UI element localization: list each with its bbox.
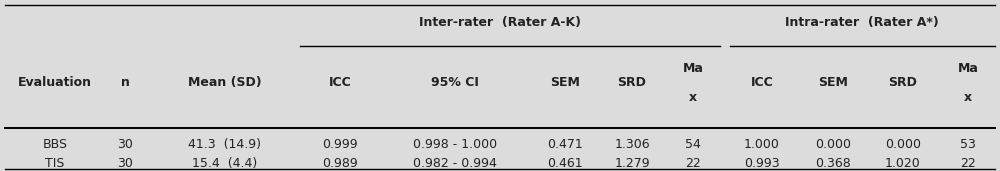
Text: 0.471: 0.471 [547, 138, 583, 151]
Text: SRD: SRD [618, 76, 646, 89]
Text: 30: 30 [117, 157, 133, 170]
Text: 15.4  (4.4): 15.4 (4.4) [192, 157, 258, 170]
Text: 0.368: 0.368 [815, 157, 851, 170]
Text: 95% CI: 95% CI [431, 76, 479, 89]
Text: Evaluation: Evaluation [18, 76, 92, 89]
Text: n: n [121, 76, 129, 89]
Text: 22: 22 [685, 157, 701, 170]
Text: SRD: SRD [889, 76, 917, 89]
Text: 0.998 - 1.000: 0.998 - 1.000 [413, 138, 497, 151]
Text: 1.306: 1.306 [614, 138, 650, 151]
Text: 22: 22 [960, 157, 976, 170]
Text: 53: 53 [960, 138, 976, 151]
Text: 1.020: 1.020 [885, 157, 921, 170]
Text: 0.000: 0.000 [815, 138, 851, 151]
Text: SEM: SEM [550, 76, 580, 89]
Text: ICC: ICC [751, 76, 773, 89]
Text: 0.989: 0.989 [322, 157, 358, 170]
Text: 0.000: 0.000 [885, 138, 921, 151]
Text: 0.993: 0.993 [744, 157, 780, 170]
Text: 0.461: 0.461 [547, 157, 583, 170]
Text: SEM: SEM [818, 76, 848, 89]
Text: Inter-rater  (Rater A-K): Inter-rater (Rater A-K) [419, 16, 581, 29]
Text: BBS: BBS [42, 138, 68, 151]
Text: 1.000: 1.000 [744, 138, 780, 151]
Text: x: x [689, 91, 697, 104]
Text: x: x [964, 91, 972, 104]
Text: TIS: TIS [45, 157, 65, 170]
Text: Intra-rater  (Rater A*): Intra-rater (Rater A*) [785, 16, 939, 29]
Text: 0.999: 0.999 [322, 138, 358, 151]
Text: 1.279: 1.279 [614, 157, 650, 170]
Text: 0.982 - 0.994: 0.982 - 0.994 [413, 157, 497, 170]
Text: Ma: Ma [683, 62, 703, 75]
Text: Ma: Ma [958, 62, 978, 75]
Text: ICC: ICC [329, 76, 351, 89]
Text: 30: 30 [117, 138, 133, 151]
Text: 41.3  (14.9): 41.3 (14.9) [188, 138, 262, 151]
Text: 54: 54 [685, 138, 701, 151]
Text: Mean (SD): Mean (SD) [188, 76, 262, 89]
